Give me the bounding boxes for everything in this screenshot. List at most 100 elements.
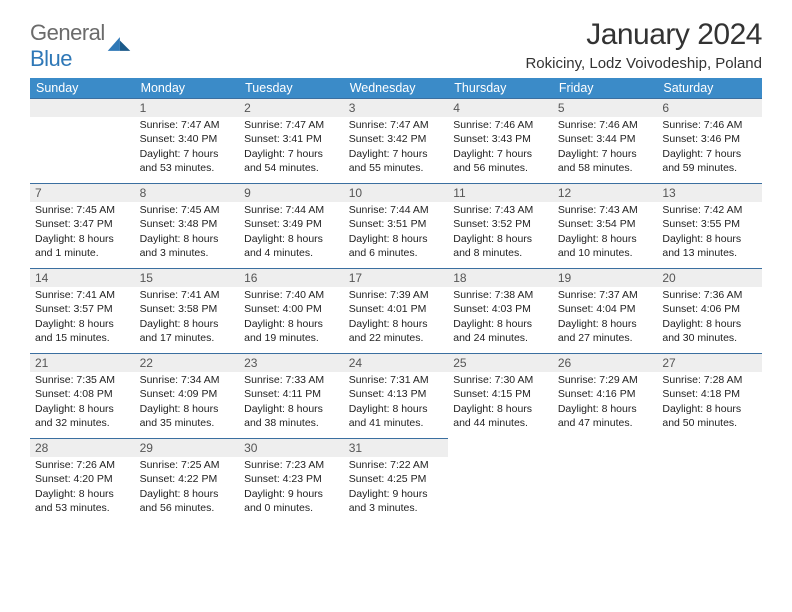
sunrise-text: Sunrise: 7:39 AM <box>349 288 444 302</box>
month-title: January 2024 <box>525 18 762 52</box>
day-number: 6 <box>657 98 762 117</box>
sunrise-text: Sunrise: 7:45 AM <box>140 203 235 217</box>
sunrise-text: Sunrise: 7:41 AM <box>35 288 130 302</box>
day-body: Sunrise: 7:35 AMSunset: 4:08 PMDaylight:… <box>30 372 135 433</box>
daylight-text: Daylight: 8 hours and 1 minute. <box>35 232 130 260</box>
sunset-text: Sunset: 3:48 PM <box>140 217 235 231</box>
sunset-text: Sunset: 3:55 PM <box>662 217 757 231</box>
calendar-cell: 4Sunrise: 7:46 AMSunset: 3:43 PMDaylight… <box>448 98 553 183</box>
day-number: 25 <box>448 353 553 372</box>
day-body: Sunrise: 7:22 AMSunset: 4:25 PMDaylight:… <box>344 457 449 518</box>
calendar-cell: 22Sunrise: 7:34 AMSunset: 4:09 PMDayligh… <box>135 353 240 438</box>
sunset-text: Sunset: 3:42 PM <box>349 132 444 146</box>
triangle-icon <box>106 33 132 55</box>
daylight-text: Daylight: 8 hours and 27 minutes. <box>558 317 653 345</box>
dow-header: Sunday <box>30 78 135 98</box>
calendar-cell <box>657 438 762 523</box>
sunrise-text: Sunrise: 7:42 AM <box>662 203 757 217</box>
sunset-text: Sunset: 3:52 PM <box>453 217 548 231</box>
day-body: Sunrise: 7:33 AMSunset: 4:11 PMDaylight:… <box>239 372 344 433</box>
calendar-cell <box>30 98 135 183</box>
sunrise-text: Sunrise: 7:34 AM <box>140 373 235 387</box>
day-body: Sunrise: 7:26 AMSunset: 4:20 PMDaylight:… <box>30 457 135 518</box>
calendar-cell: 26Sunrise: 7:29 AMSunset: 4:16 PMDayligh… <box>553 353 658 438</box>
day-body: Sunrise: 7:30 AMSunset: 4:15 PMDaylight:… <box>448 372 553 433</box>
sunrise-text: Sunrise: 7:31 AM <box>349 373 444 387</box>
sunrise-text: Sunrise: 7:45 AM <box>35 203 130 217</box>
day-body: Sunrise: 7:34 AMSunset: 4:09 PMDaylight:… <box>135 372 240 433</box>
day-number: 4 <box>448 98 553 117</box>
calendar-week: 21Sunrise: 7:35 AMSunset: 4:08 PMDayligh… <box>30 353 762 438</box>
dow-header: Monday <box>135 78 240 98</box>
daylight-text: Daylight: 8 hours and 47 minutes. <box>558 402 653 430</box>
day-number: 18 <box>448 268 553 287</box>
sunrise-text: Sunrise: 7:44 AM <box>244 203 339 217</box>
day-body: Sunrise: 7:37 AMSunset: 4:04 PMDaylight:… <box>553 287 658 348</box>
daylight-text: Daylight: 8 hours and 19 minutes. <box>244 317 339 345</box>
sunrise-text: Sunrise: 7:43 AM <box>558 203 653 217</box>
calendar-cell <box>448 438 553 523</box>
daylight-text: Daylight: 8 hours and 35 minutes. <box>140 402 235 430</box>
day-number: 17 <box>344 268 449 287</box>
day-body: Sunrise: 7:42 AMSunset: 3:55 PMDaylight:… <box>657 202 762 263</box>
day-number: 9 <box>239 183 344 202</box>
sunset-text: Sunset: 4:04 PM <box>558 302 653 316</box>
calendar-cell: 3Sunrise: 7:47 AMSunset: 3:42 PMDaylight… <box>344 98 449 183</box>
sunset-text: Sunset: 3:57 PM <box>35 302 130 316</box>
logo-text-general: General <box>30 20 105 45</box>
daylight-text: Daylight: 8 hours and 41 minutes. <box>349 402 444 430</box>
day-body: Sunrise: 7:29 AMSunset: 4:16 PMDaylight:… <box>553 372 658 433</box>
calendar-cell: 5Sunrise: 7:46 AMSunset: 3:44 PMDaylight… <box>553 98 658 183</box>
logo-text-blue: Blue <box>30 46 72 71</box>
day-body: Sunrise: 7:44 AMSunset: 3:51 PMDaylight:… <box>344 202 449 263</box>
day-body: Sunrise: 7:28 AMSunset: 4:18 PMDaylight:… <box>657 372 762 433</box>
sunrise-text: Sunrise: 7:28 AM <box>662 373 757 387</box>
sunset-text: Sunset: 4:18 PM <box>662 387 757 401</box>
calendar-cell: 9Sunrise: 7:44 AMSunset: 3:49 PMDaylight… <box>239 183 344 268</box>
sunset-text: Sunset: 3:46 PM <box>662 132 757 146</box>
daylight-text: Daylight: 9 hours and 0 minutes. <box>244 487 339 515</box>
day-number: 24 <box>344 353 449 372</box>
sunrise-text: Sunrise: 7:35 AM <box>35 373 130 387</box>
calendar-week: 28Sunrise: 7:26 AMSunset: 4:20 PMDayligh… <box>30 438 762 523</box>
sunset-text: Sunset: 3:58 PM <box>140 302 235 316</box>
day-body: Sunrise: 7:40 AMSunset: 4:00 PMDaylight:… <box>239 287 344 348</box>
day-number: 14 <box>30 268 135 287</box>
calendar-week: 14Sunrise: 7:41 AMSunset: 3:57 PM Dayligh… <box>30 268 762 353</box>
sunset-text: Sunset: 3:54 PM <box>558 217 653 231</box>
sunrise-text: Sunrise: 7:29 AM <box>558 373 653 387</box>
calendar-cell: 27Sunrise: 7:28 AMSunset: 4:18 PMDayligh… <box>657 353 762 438</box>
daylight-text: Daylight: 8 hours and 4 minutes. <box>244 232 339 260</box>
sunset-text: Sunset: 4:06 PM <box>662 302 757 316</box>
sunset-text: Sunset: 4:00 PM <box>244 302 339 316</box>
day-body: Sunrise: 7:41 AMSunset: 3:58 PMDaylight:… <box>135 287 240 348</box>
day-number: 28 <box>30 438 135 457</box>
sunrise-text: Sunrise: 7:33 AM <box>244 373 339 387</box>
day-body: Sunrise: 7:46 AMSunset: 3:44 PMDaylight:… <box>553 117 658 178</box>
day-body: Sunrise: 7:44 AMSunset: 3:49 PMDaylight:… <box>239 202 344 263</box>
calendar-cell: 8Sunrise: 7:45 AMSunset: 3:48 PMDaylight… <box>135 183 240 268</box>
sunset-text: Sunset: 3:41 PM <box>244 132 339 146</box>
calendar-table: SundayMondayTuesdayWednesdayThursdayFrid… <box>30 78 762 523</box>
day-number: 11 <box>448 183 553 202</box>
day-number: 3 <box>344 98 449 117</box>
calendar-cell: 14Sunrise: 7:41 AMSunset: 3:57 PMDayligh… <box>30 268 135 353</box>
calendar-cell: 10Sunrise: 7:44 AMSunset: 3:51 PMDayligh… <box>344 183 449 268</box>
daylight-text: Daylight: 7 hours and 56 minutes. <box>453 147 548 175</box>
sunrise-text: Sunrise: 7:46 AM <box>558 118 653 132</box>
sunrise-text: Sunrise: 7:46 AM <box>662 118 757 132</box>
header: General Blue January 2024 Rokiciny, Lodz… <box>30 18 762 72</box>
logo: General Blue <box>30 20 132 72</box>
calendar-cell: 16Sunrise: 7:40 AMSunset: 4:00 PMDayligh… <box>239 268 344 353</box>
sunset-text: Sunset: 4:15 PM <box>453 387 548 401</box>
day-number: 20 <box>657 268 762 287</box>
day-number: 1 <box>135 98 240 117</box>
sunset-text: Sunset: 4:23 PM <box>244 472 339 486</box>
calendar-cell: 25Sunrise: 7:30 AMSunset: 4:15 PMDayligh… <box>448 353 553 438</box>
sunrise-text: Sunrise: 7:44 AM <box>349 203 444 217</box>
calendar-cell: 23Sunrise: 7:33 AMSunset: 4:11 PMDayligh… <box>239 353 344 438</box>
day-body: Sunrise: 7:43 AMSunset: 3:54 PMDaylight:… <box>553 202 658 263</box>
sunset-text: Sunset: 4:11 PM <box>244 387 339 401</box>
calendar-cell: 7Sunrise: 7:45 AMSunset: 3:47 PMDaylight… <box>30 183 135 268</box>
sunrise-text: Sunrise: 7:47 AM <box>140 118 235 132</box>
